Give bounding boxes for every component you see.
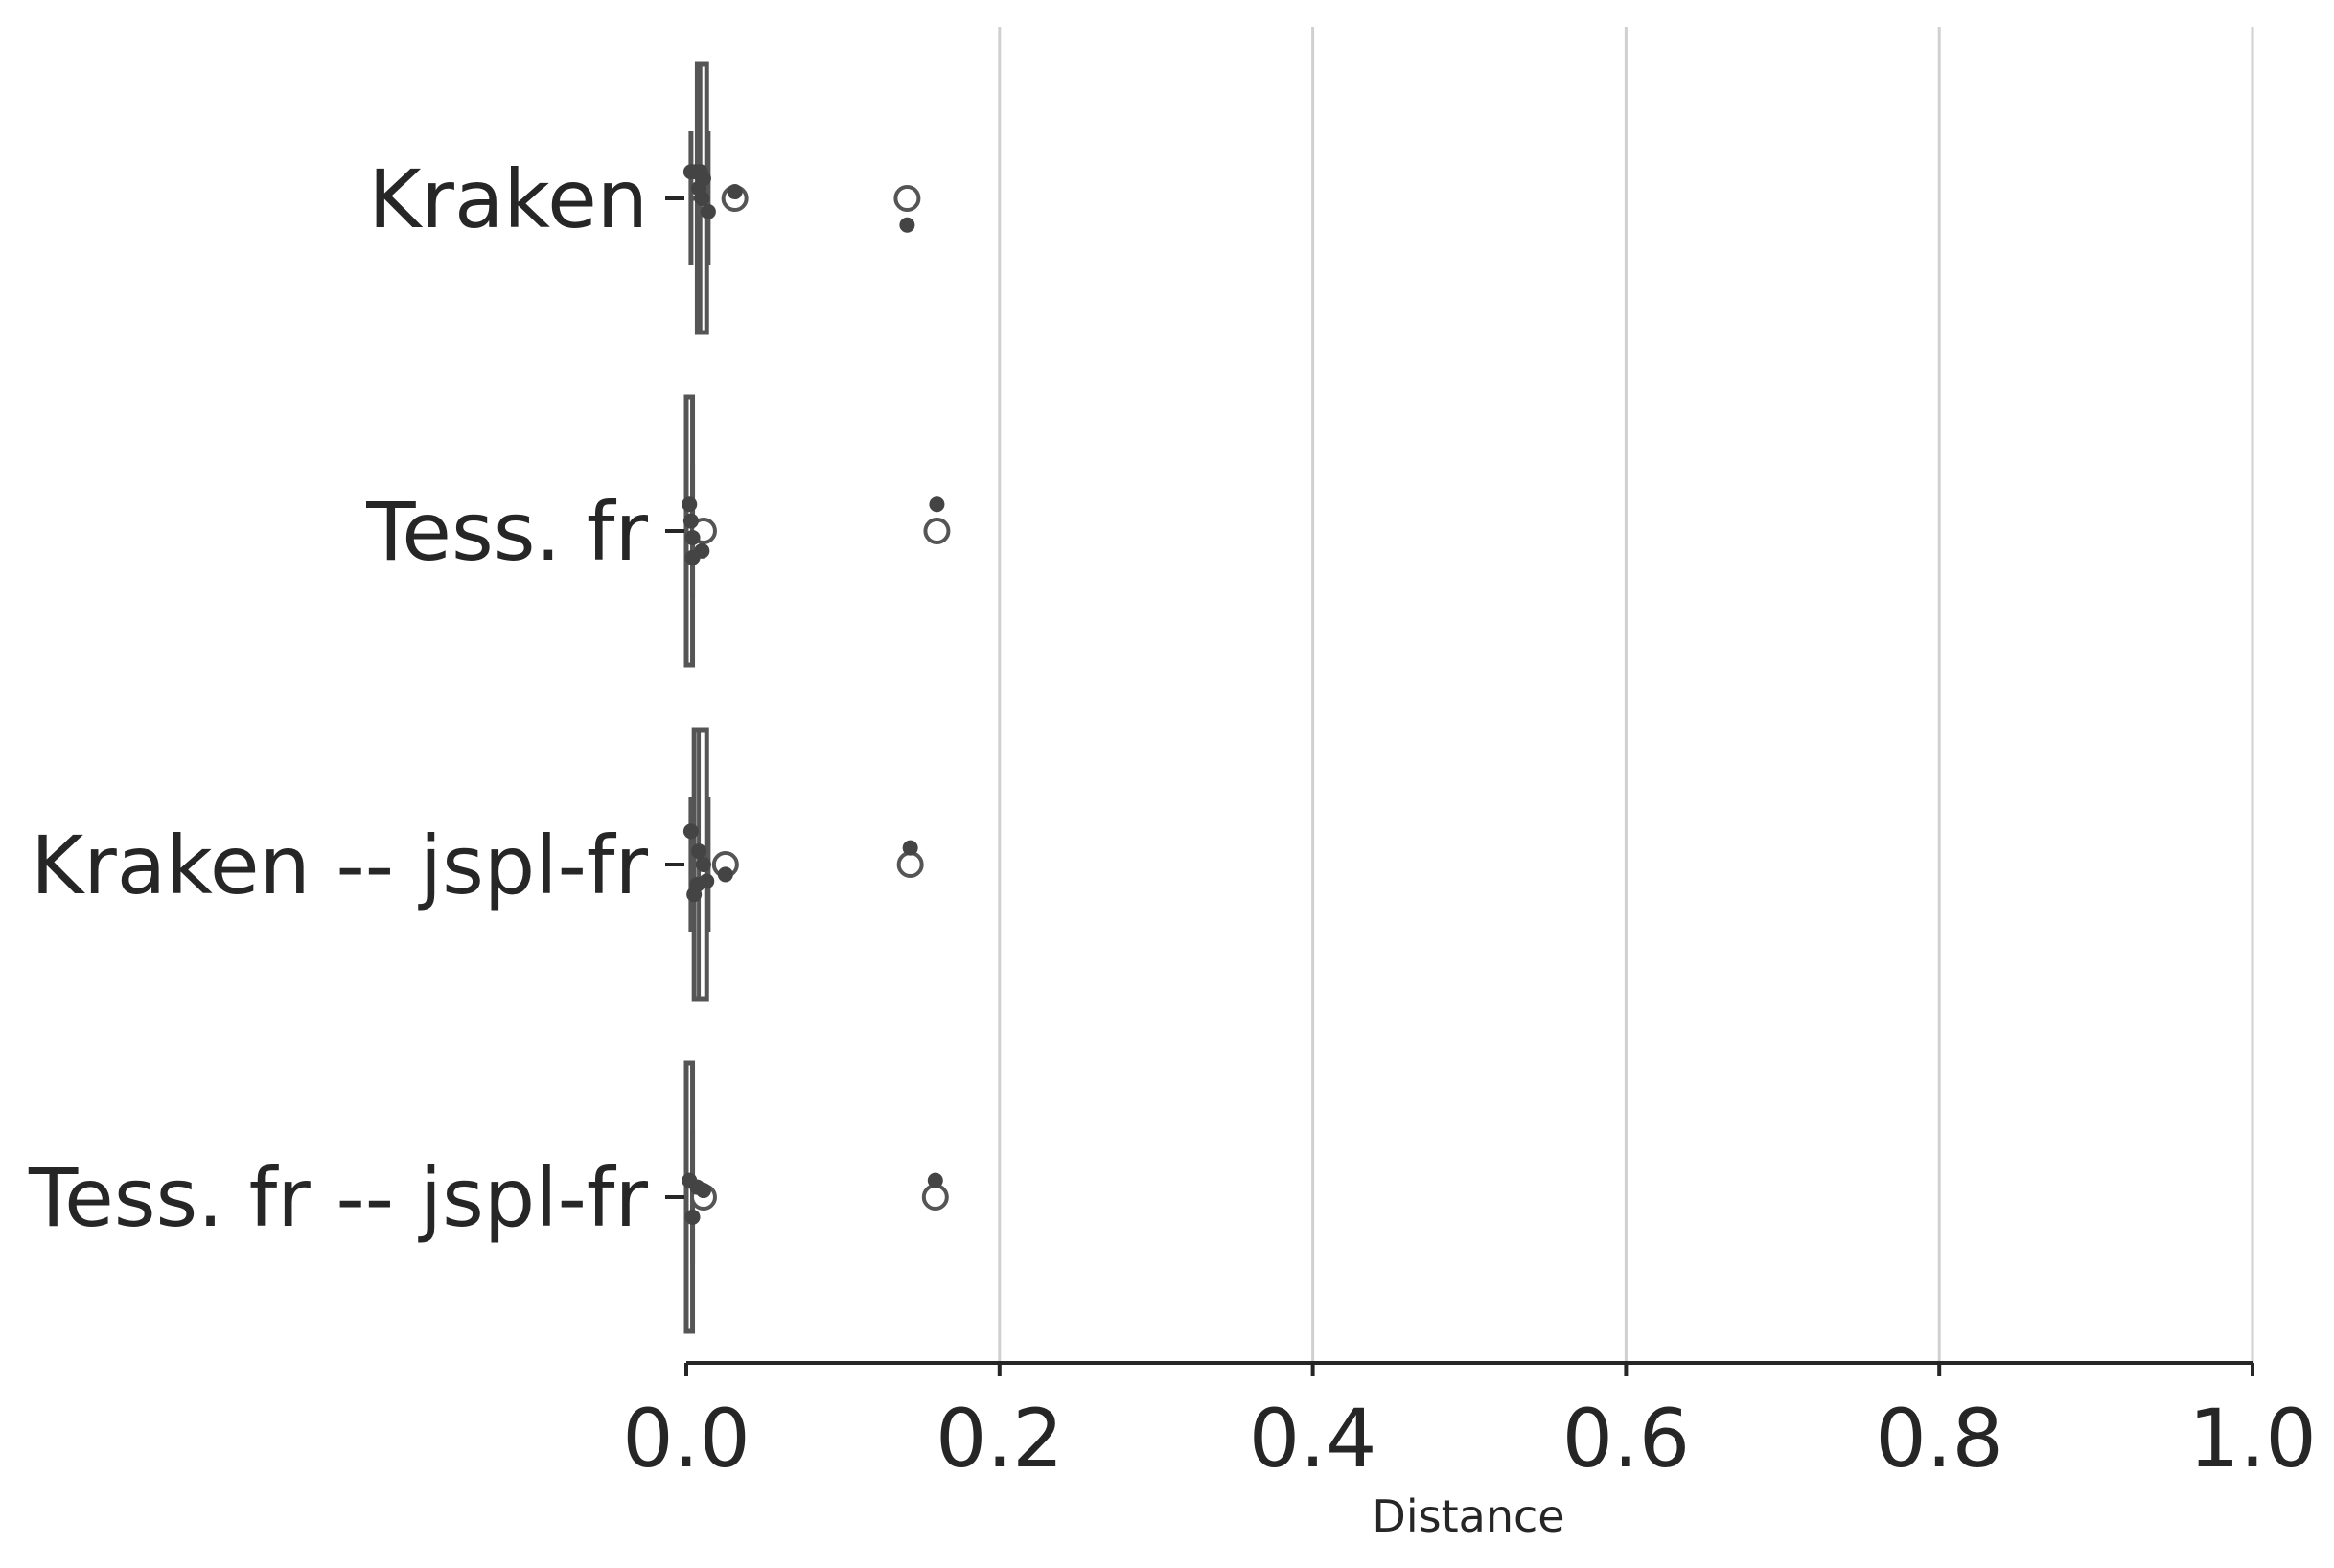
data-point [929,496,945,513]
boxes [683,61,951,1334]
data-point [684,549,701,565]
outlier-marker [893,185,921,212]
x-tick-label: 0.6 [1562,1392,1691,1486]
data-point [684,1209,701,1225]
data-point [717,866,733,883]
data-point [686,887,703,903]
data-point [695,857,711,872]
data-point [899,217,915,233]
outlier-marker [896,851,924,878]
box-1 [683,394,951,668]
data-point [902,840,918,856]
data-point [927,1172,943,1188]
y-tick-label: Tess. fr -- jspl-fr [28,1151,648,1245]
data-point [727,184,743,200]
x-tick-label: 0.2 [936,1392,1064,1486]
x-tick-label: 1.0 [2188,1392,2317,1486]
data-point [700,203,716,219]
data-point [691,843,707,860]
y-tick-label: Tess. fr [365,485,648,579]
data-points [682,164,945,1225]
outlier-marker [921,1184,949,1211]
box-2 [688,727,924,1002]
data-point [682,513,699,529]
box-3 [683,1060,949,1334]
x-tick-label: 0.8 [1875,1392,2003,1486]
outlier-marker [923,518,951,544]
x-tick-label: 0.4 [1249,1392,1377,1486]
y-tick-label: Kraken -- jspl-fr [31,819,648,912]
data-point [684,529,701,545]
data-point [694,191,710,206]
gridlines [998,27,2254,1363]
data-point [682,823,699,840]
axes: 0.0 0.2 0.4 0.6 0.8 1.0 Kraken Tess. fr Kraken -… [28,152,2317,1486]
y-tick-label: Kraken [368,152,648,246]
x-axis-title: Distance [1372,1490,1564,1542]
box-0 [688,61,921,335]
data-point [695,1183,711,1199]
x-tick-label: 0.0 [622,1392,751,1486]
data-point [682,496,698,513]
